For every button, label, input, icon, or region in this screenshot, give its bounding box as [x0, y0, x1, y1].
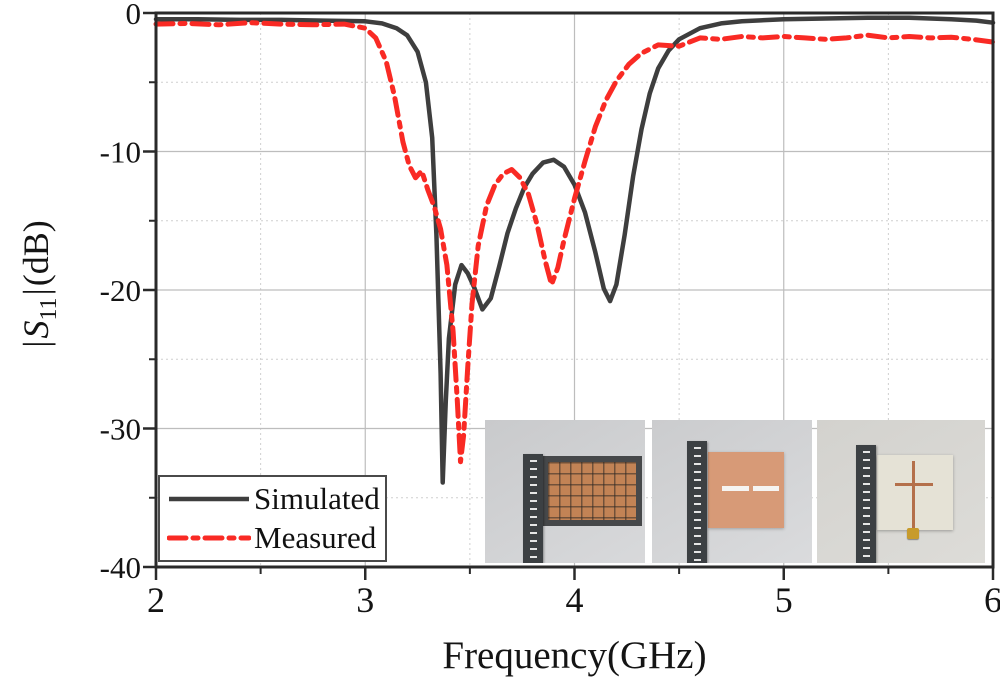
- legend-measured-line-sample: [167, 535, 251, 541]
- antenna-board: [877, 455, 953, 530]
- y-tick-label: -30: [100, 412, 141, 447]
- sma-connector: [907, 528, 919, 539]
- metasurface-grid-pattern: [548, 462, 636, 520]
- x-tick-label: 5: [775, 580, 793, 620]
- cross-radiator-vertical: [912, 461, 915, 531]
- x-tick-label: 6: [984, 580, 1000, 620]
- ylabel-subscript: 11: [36, 297, 63, 321]
- legend: Simulated Measured: [158, 475, 387, 562]
- metasurface-patch: [542, 456, 642, 526]
- x-tick-label: 3: [356, 580, 374, 620]
- ylabel-symbol: S: [16, 320, 56, 339]
- ruler: [523, 454, 543, 563]
- legend-entry-measured: Measured: [160, 519, 385, 559]
- y-tick-label: -10: [100, 135, 141, 170]
- ylabel-unit: (dB): [16, 220, 56, 287]
- x-axis-label: Frequency(GHz): [442, 634, 707, 677]
- inset-photo-cross-monopole-prototype: [817, 420, 985, 563]
- cross-radiator-horizontal: [895, 483, 933, 486]
- ruler: [687, 441, 707, 563]
- x-tick-label: 2: [147, 580, 165, 620]
- ylabel-bar-left: |: [16, 340, 56, 348]
- x-tick-label: 4: [566, 580, 584, 620]
- legend-simulated-label: Simulated: [254, 480, 380, 516]
- y-tick-label: -20: [100, 273, 141, 308]
- inset-photo-metasurface-prototype: [485, 420, 645, 563]
- curve-measured: [153, 20, 996, 465]
- copper-patch: [708, 452, 784, 528]
- y-tick-label: 0: [126, 0, 142, 31]
- legend-measured-label: Measured: [254, 520, 377, 556]
- y-tick-label: -40: [100, 550, 141, 585]
- ylabel-bar-right: |: [16, 288, 56, 296]
- legend-entry-simulated: Simulated: [160, 479, 385, 519]
- inset-photo-slot-patch-prototype: [652, 420, 812, 563]
- curve-simulated: [153, 15, 996, 485]
- y-axis-label: |S11|(dB): [15, 220, 62, 350]
- patch-slot: [722, 486, 779, 491]
- legend-simulated-line-sample: [169, 496, 249, 501]
- ruler: [856, 445, 876, 563]
